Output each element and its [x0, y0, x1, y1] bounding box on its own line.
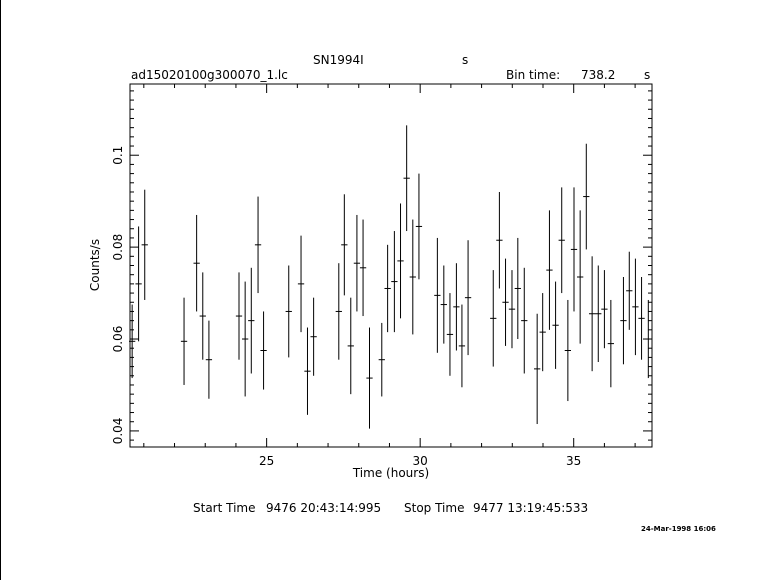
left-edge-rule [0, 0, 1, 580]
start-time-value: 9476 20:43:14:995 [266, 501, 382, 515]
data-point [453, 263, 460, 351]
data-point [235, 272, 243, 360]
data-point [347, 297, 354, 395]
data-point [607, 299, 615, 388]
x-tick-label: 35 [566, 454, 581, 468]
data-point [135, 226, 142, 342]
x-tick-label: 25 [259, 454, 274, 468]
data-point [310, 297, 317, 376]
data-point [502, 258, 509, 346]
y-tick-label: 0.08 [111, 234, 125, 261]
data-point [180, 297, 188, 385]
data-point [539, 293, 546, 372]
data-point [304, 327, 311, 415]
data-point [583, 143, 590, 250]
data-point [534, 313, 541, 425]
data-point [415, 173, 423, 280]
start-time-label: Start Time [193, 501, 256, 515]
data-point [378, 322, 385, 397]
data-point [570, 187, 578, 312]
x-tick-label: 30 [413, 454, 428, 468]
y-tick-label: 0.1 [111, 146, 125, 165]
data-point [601, 270, 608, 349]
data-point [260, 311, 267, 390]
data-point [248, 267, 255, 374]
data-point [632, 258, 639, 356]
data-point [508, 270, 516, 349]
data-point [254, 196, 262, 294]
axis-ticks: 25 30 35 0.04 0.06 0.08 0.1 [111, 84, 652, 468]
data-point [141, 189, 148, 300]
data-point [297, 235, 305, 333]
data-point [391, 231, 398, 333]
data-point [552, 281, 559, 369]
data-point [193, 214, 200, 312]
stop-time-label: Stop Time [404, 501, 465, 515]
y-axis-label: Counts/s [88, 239, 102, 291]
data-point [397, 203, 404, 319]
data-point [458, 304, 466, 388]
data-point [205, 320, 213, 399]
data-point [521, 267, 528, 374]
data-point [496, 191, 503, 289]
data-point [638, 276, 645, 360]
data-point [546, 210, 553, 330]
file-name: ad15020100g300070_1.lc [131, 68, 288, 82]
date-stamp: 24-Mar-1998 16:06 [641, 525, 716, 533]
data-point [514, 237, 521, 340]
data-point [620, 276, 627, 365]
data-point [440, 265, 447, 344]
data-point [285, 265, 292, 358]
y-tick-label: 0.06 [111, 326, 125, 353]
data-point [446, 293, 454, 376]
units-label: s [462, 53, 469, 67]
data-point [595, 265, 602, 362]
data-point [353, 214, 361, 312]
data-point [409, 219, 416, 335]
data-point [241, 281, 249, 397]
data-point [434, 237, 441, 353]
bin-time-unit: s [644, 68, 651, 82]
data-point [577, 210, 584, 344]
data-point [626, 251, 633, 330]
bin-time-value: 738.2 [581, 68, 616, 82]
data-point [384, 244, 391, 333]
object-name: SN1994I [313, 53, 364, 67]
data-points [129, 125, 652, 429]
data-point [558, 187, 565, 294]
data-point [335, 263, 342, 360]
data-point [564, 299, 572, 402]
bin-time-label: Bin time: [506, 68, 561, 82]
data-point [464, 240, 472, 356]
data-point [359, 219, 367, 317]
data-point [366, 327, 373, 429]
data-point [490, 270, 497, 367]
data-point [403, 125, 410, 232]
data-point [588, 256, 596, 372]
y-tick-label: 0.04 [111, 418, 125, 445]
data-point [341, 194, 348, 296]
x-axis-label: Time (hours) [352, 466, 429, 480]
data-point [199, 272, 206, 360]
stop-time-value: 9477 13:19:45:533 [473, 501, 589, 515]
